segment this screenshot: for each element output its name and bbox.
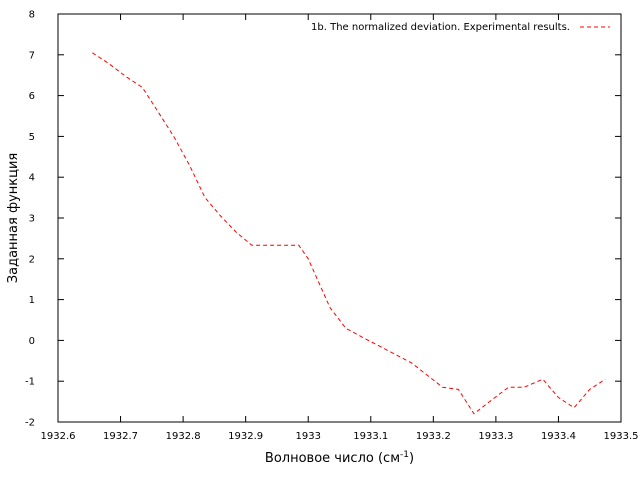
plot-frame (57, 13, 622, 423)
y-tick-label: 2 (29, 254, 35, 265)
series-line (92, 52, 606, 415)
x-tick-label: 1932.6 (41, 431, 76, 442)
legend: 1b. The normalized deviation. Experiment… (311, 22, 610, 33)
y-tick-label: 5 (29, 132, 35, 143)
y-tick-label: 8 (29, 10, 35, 21)
x-tick-label: 1932.7 (103, 431, 138, 442)
x-tick-label: 1933.4 (541, 431, 576, 442)
y-tick-label: 1 (29, 295, 35, 306)
y-tick-label: 4 (29, 173, 35, 184)
x-tick-label: 1933.2 (416, 431, 451, 442)
series-layer (92, 52, 606, 415)
x-tick-label: 1933.1 (353, 431, 388, 442)
x-axis-title-superscript: -1 (400, 450, 409, 460)
x-tick-label: 1933 (295, 431, 320, 442)
x-tick-label: 1932.9 (228, 431, 263, 442)
x-axis-title-close: ) (409, 451, 414, 466)
y-tick-label: -1 (25, 377, 35, 388)
y-axis-title: Заданная функция (6, 153, 21, 283)
x-tick-label: 1933.5 (604, 431, 639, 442)
y-axis-ticks: -2 -1 0 1 2 3 4 5 6 7 8 (25, 10, 621, 429)
y-tick-label: 0 (29, 336, 35, 347)
y-tick-label: 7 (29, 50, 35, 61)
y-tick-label: 6 (29, 91, 35, 102)
x-tick-label: 1932.8 (166, 431, 201, 442)
x-axis-title: Волновое число (см-1) (265, 450, 414, 466)
legend-entry-label: 1b. The normalized deviation. Experiment… (311, 22, 570, 33)
x-tick-label: 1933.3 (478, 431, 513, 442)
x-axis-title-main: Волновое число (см (265, 451, 400, 466)
x-axis-ticks: 1932.6 1932.7 1932.8 1932.9 1933 1933.1 1933.2… (41, 14, 639, 442)
y-tick-label: -2 (25, 418, 35, 429)
y-tick-label: 3 (29, 214, 35, 225)
